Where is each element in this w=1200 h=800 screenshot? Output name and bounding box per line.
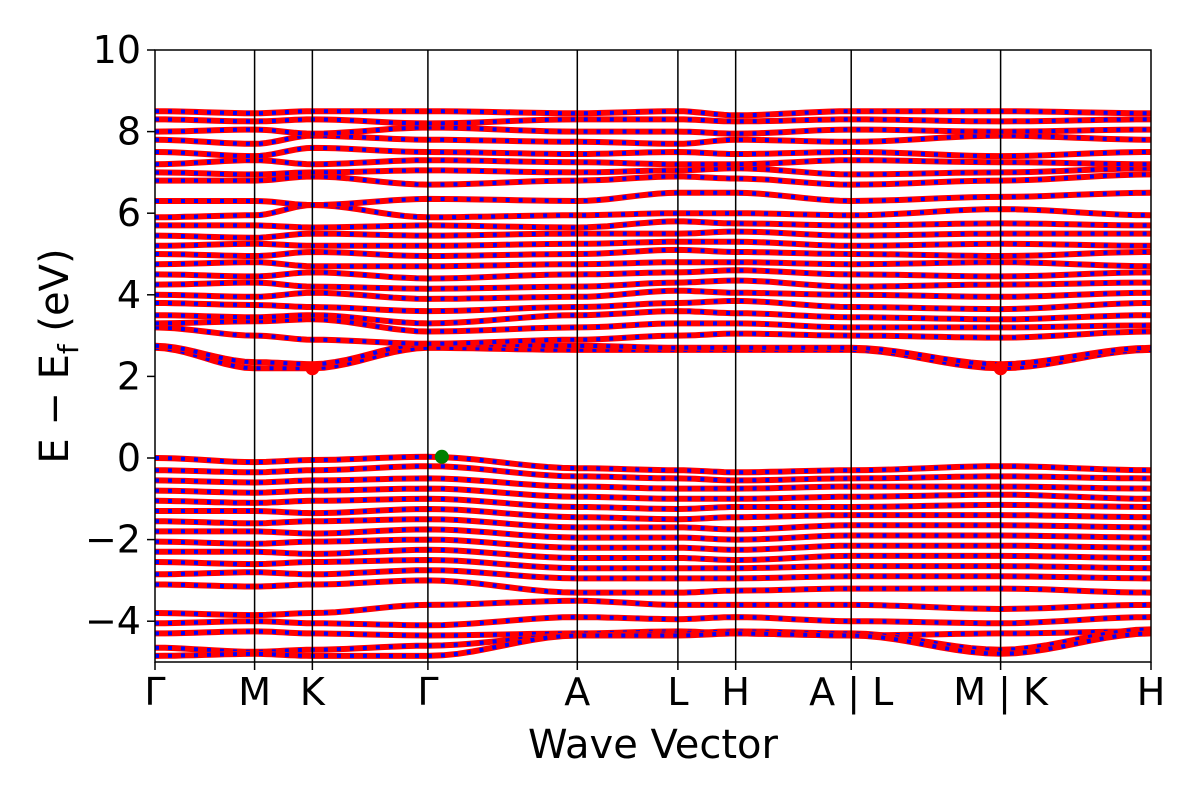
band-23-spin-up xyxy=(155,108,1151,119)
band-0-spin-down xyxy=(155,345,1151,371)
y-tick-label-1: −2 xyxy=(85,518,141,562)
band-4-spin-up xyxy=(155,308,1151,327)
band-21-spin-up xyxy=(155,124,1151,137)
vbm-marker-0 xyxy=(434,449,449,464)
x-tick-label-6: H xyxy=(721,670,750,714)
band-35-spin-up xyxy=(155,567,1151,582)
band-33-spin-up xyxy=(155,546,1151,564)
x-axis-title: Wave Vector xyxy=(528,722,779,768)
bands-layer xyxy=(155,108,1151,659)
x-tick-label-7: A | L xyxy=(809,670,893,715)
band-29-spin-up xyxy=(155,505,1151,523)
y-tick-label-7: 10 xyxy=(93,28,141,72)
x-tick-label-8: M | K xyxy=(953,670,1049,715)
band-1-spin-down xyxy=(155,341,1151,367)
band-20-spin-up xyxy=(155,132,1151,147)
band-9-spin-up xyxy=(155,259,1151,270)
band-11-spin-up xyxy=(155,238,1151,249)
band-38-spin-up xyxy=(155,614,1151,629)
cbm-marker-1 xyxy=(993,361,1008,376)
band-41-spin-up xyxy=(155,630,1151,659)
high-symmetry-lines xyxy=(253,50,1002,662)
band-edge-markers xyxy=(305,361,1008,464)
y-tick-label-4: 4 xyxy=(117,273,141,317)
band-25-spin-up xyxy=(155,463,1151,484)
y-tick-label-5: 6 xyxy=(117,191,141,235)
band-19-spin-up xyxy=(155,144,1151,160)
band-12-spin-up xyxy=(155,228,1151,241)
x-tick-label-9: H xyxy=(1137,670,1166,714)
y-tick-label-2: 0 xyxy=(117,436,141,480)
band-8-spin-up xyxy=(155,267,1151,282)
x-tick-label-1: M xyxy=(238,670,271,714)
band-31-spin-up xyxy=(155,526,1151,543)
y-axis-title-main: E − E xyxy=(32,354,78,464)
band-10-spin-up xyxy=(155,246,1151,259)
x-tick-label-4: A xyxy=(564,670,590,714)
band-15-spin-up xyxy=(155,189,1151,209)
x-tick-label-3: Γ xyxy=(417,670,438,714)
x-tick-label-2: K xyxy=(300,670,326,714)
y-axis-title: E − Ef (eV) xyxy=(32,248,85,463)
band-18-spin-up xyxy=(155,157,1151,168)
plot-frame xyxy=(154,49,1152,663)
band-7-spin-up xyxy=(155,277,1151,292)
cbm-marker-0 xyxy=(305,361,320,376)
band-36-spin-up xyxy=(155,577,1151,596)
band-13-spin-up xyxy=(155,218,1151,231)
band-14-spin-up xyxy=(155,201,1151,221)
band-26-spin-up xyxy=(155,475,1151,492)
y-axis-title-unit: (eV) xyxy=(32,248,78,344)
band-17-spin-up xyxy=(155,165,1151,178)
band-32-spin-up xyxy=(155,536,1151,553)
y-axis-title-subscript: f xyxy=(52,343,85,354)
band-27-spin-up xyxy=(155,485,1151,502)
band-16-spin-up xyxy=(155,171,1151,188)
y-axis-ticks: −4 −2 0 2 4 6 8 10 xyxy=(85,28,155,643)
band-6-spin-up xyxy=(155,287,1151,302)
band-34-spin-up xyxy=(155,556,1151,572)
x-tick-label-5: L xyxy=(667,670,688,714)
band-37-spin-up xyxy=(155,597,1151,619)
band-5-spin-up xyxy=(155,297,1151,315)
y-tick-label-6: 8 xyxy=(117,110,141,154)
x-tick-label-0: Γ xyxy=(144,670,165,714)
band-24-spin-up xyxy=(155,453,1151,476)
y-tick-label-0: −4 xyxy=(85,599,141,643)
band-30-spin-up xyxy=(155,516,1151,533)
band-3-spin-up xyxy=(155,316,1151,335)
band-22-spin-up xyxy=(155,116,1151,127)
band-28-spin-up xyxy=(155,495,1151,513)
band-2-spin-up xyxy=(155,324,1151,347)
y-tick-label-3: 2 xyxy=(117,354,141,398)
